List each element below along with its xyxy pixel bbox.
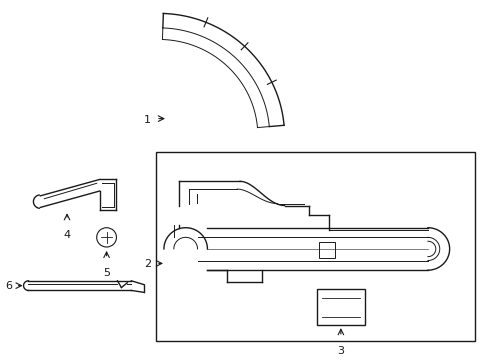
Text: 6: 6 [6,281,13,291]
Bar [156,152,474,341]
Bar [317,288,364,325]
Text: 3: 3 [337,346,344,356]
Text: 2: 2 [143,260,151,269]
Bar [319,242,334,258]
Text: 4: 4 [63,230,70,240]
Text: 1: 1 [144,114,151,125]
Text: 5: 5 [103,268,110,278]
